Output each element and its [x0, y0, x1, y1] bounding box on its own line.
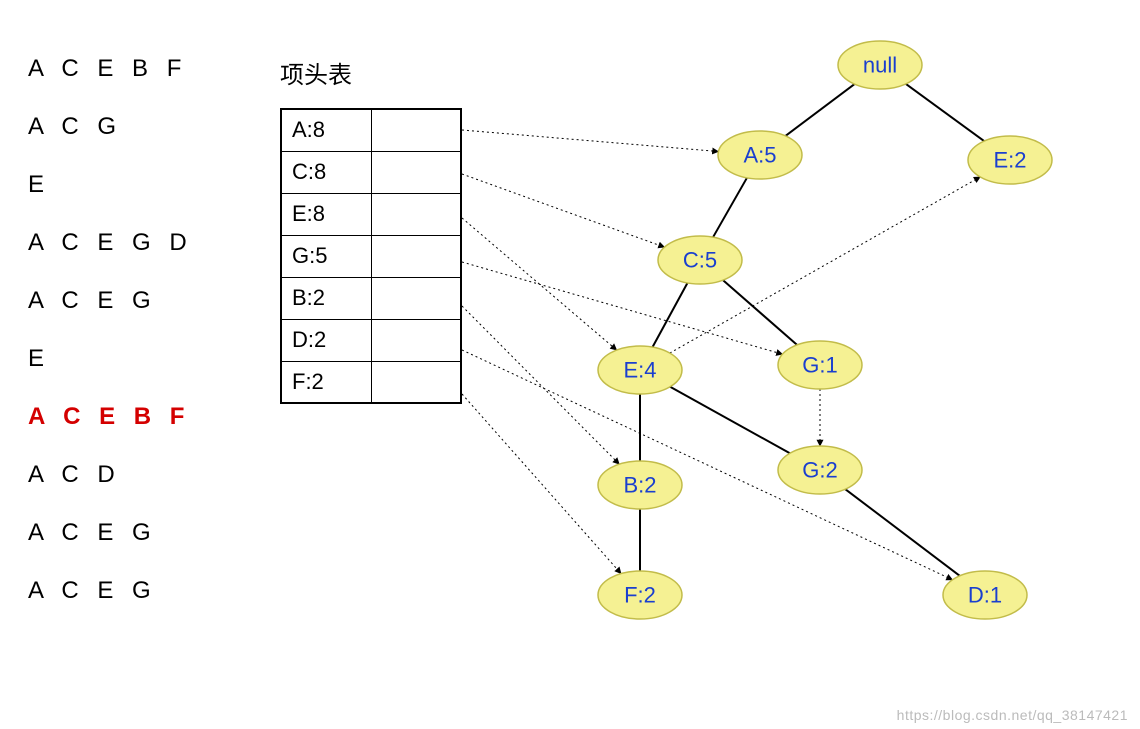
tree-node-label: G:1 [802, 353, 837, 378]
tree-node: E:2 [968, 136, 1052, 184]
tree-node: D:1 [943, 571, 1027, 619]
header-item-label: D:2 [281, 319, 371, 361]
tree-node: G:1 [778, 341, 862, 389]
tree-edge [785, 84, 854, 136]
header-link [462, 350, 953, 580]
header-item-link-cell [371, 151, 461, 193]
header-link [462, 174, 665, 247]
tree-node-label: E:4 [623, 358, 656, 383]
header-link [462, 130, 718, 152]
header-item-label: E:8 [281, 193, 371, 235]
tree-edge [845, 489, 959, 576]
tree-node-label: G:2 [802, 458, 837, 483]
header-item-link-cell [371, 361, 461, 403]
transaction-line: E [28, 156, 193, 214]
header-item-label: F:2 [281, 361, 371, 403]
tree-node-label: E:2 [993, 148, 1026, 173]
header-item-link-cell [371, 319, 461, 361]
node-link [670, 177, 980, 353]
header-item-label: C:8 [281, 151, 371, 193]
tree-node: A:5 [718, 131, 802, 179]
tree-node: B:2 [598, 461, 682, 509]
tree-node-label: null [863, 53, 897, 78]
header-item-link-cell [371, 235, 461, 277]
transaction-line: A C D [28, 446, 193, 504]
transaction-line: E [28, 330, 193, 388]
header-link [462, 218, 617, 350]
transaction-line: A C E G [28, 504, 193, 562]
tree-node-label: A:5 [743, 143, 776, 168]
tree-edge [713, 178, 747, 237]
table-row: A:8 [281, 109, 461, 151]
tree-node: E:4 [598, 346, 682, 394]
table-row: E:8 [281, 193, 461, 235]
table-row: C:8 [281, 151, 461, 193]
transaction-line: A C E G [28, 562, 193, 620]
tree-node: F:2 [598, 571, 682, 619]
header-link [462, 306, 619, 464]
header-item-link-cell [371, 277, 461, 319]
tree-edge [652, 283, 687, 347]
watermark: https://blog.csdn.net/qq_38147421 [897, 707, 1128, 723]
transaction-line: A C E G D [28, 214, 193, 272]
transaction-line: A C G [28, 98, 193, 156]
tree-node-label: F:2 [624, 583, 656, 608]
tree-edge [670, 387, 790, 454]
transaction-list: A C E B FA C GEA C E G DA C E GEA C E B … [28, 40, 193, 620]
tree-node-label: C:5 [683, 248, 717, 273]
transaction-line: A C E G [28, 272, 193, 330]
tree-edge [723, 280, 797, 345]
transaction-line: A C E B F [28, 40, 193, 98]
tree-edge [906, 84, 984, 141]
header-table: A:8C:8E:8G:5B:2D:2F:2 [280, 108, 462, 404]
header-table-title: 项头表 [280, 55, 352, 90]
table-row: F:2 [281, 361, 461, 403]
table-row: D:2 [281, 319, 461, 361]
header-link [462, 262, 782, 354]
tree-node-label: D:1 [968, 583, 1002, 608]
table-row: B:2 [281, 277, 461, 319]
header-item-label: A:8 [281, 109, 371, 151]
tree-node: G:2 [778, 446, 862, 494]
header-link [462, 394, 621, 574]
tree-node: null [838, 41, 922, 89]
tree-node: C:5 [658, 236, 742, 284]
tree-node-label: B:2 [623, 473, 656, 498]
transaction-line: A C E B F [28, 388, 193, 446]
header-item-label: G:5 [281, 235, 371, 277]
header-item-link-cell [371, 193, 461, 235]
header-item-link-cell [371, 109, 461, 151]
header-item-label: B:2 [281, 277, 371, 319]
table-row: G:5 [281, 235, 461, 277]
